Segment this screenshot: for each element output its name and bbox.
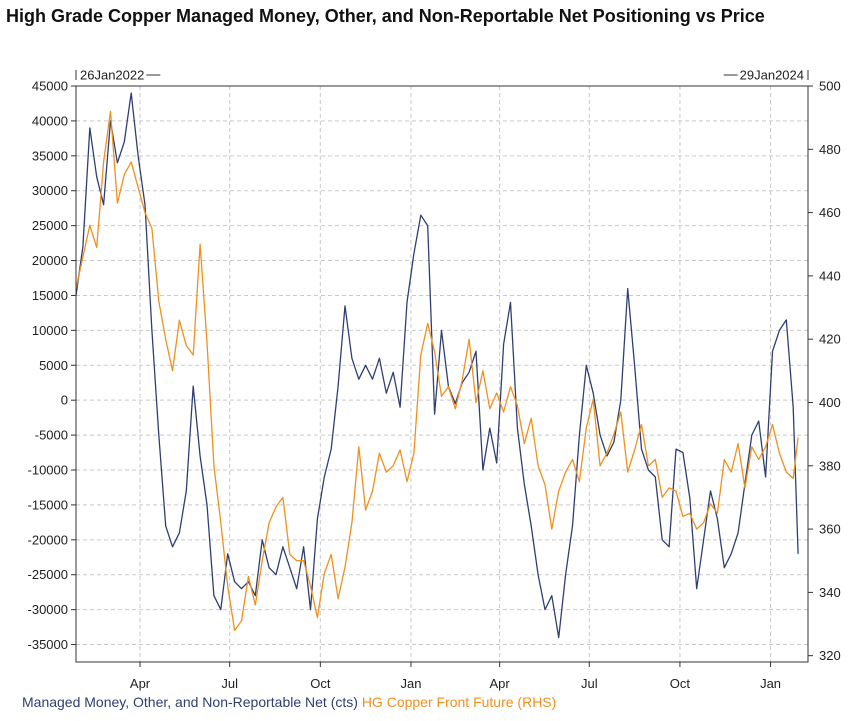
tick-label-left: 40000 xyxy=(32,113,68,128)
tick-label-right: 320 xyxy=(819,648,841,663)
tick-label-left: -15000 xyxy=(28,497,68,512)
tick-label-left: 25000 xyxy=(32,218,68,233)
end-date-label: 29Jan2024 xyxy=(740,68,804,83)
tick-label-left: 10000 xyxy=(32,323,68,338)
tick-label-left: -25000 xyxy=(28,567,68,582)
tick-label-right: 440 xyxy=(819,268,841,283)
tick-label-left: -35000 xyxy=(28,637,68,652)
tick-label-left: 20000 xyxy=(32,253,68,268)
tick-label-bottom: Jul xyxy=(581,676,598,691)
tick-label-right: 500 xyxy=(819,79,841,94)
tick-label-bottom: Jul xyxy=(221,676,238,691)
tick-label-left: 5000 xyxy=(39,358,68,373)
axes: 45000 40000 35000 30000 25000 20000 15000 10000… xyxy=(28,68,841,692)
tick-label-left: 35000 xyxy=(32,148,68,163)
tick-label-bottom: Oct xyxy=(670,676,691,691)
tick-label-left: -20000 xyxy=(28,532,68,547)
tick-label-left: 30000 xyxy=(32,183,68,198)
tick-label-right: 480 xyxy=(819,142,841,157)
plot-frame xyxy=(75,85,809,663)
tick-label-right: 460 xyxy=(819,205,841,220)
chart-title: High Grade Copper Managed Money, Other, … xyxy=(6,6,765,26)
legend-series-price: HG Copper Front Future (RHS) xyxy=(361,694,557,710)
tick-label-bottom: Apr xyxy=(130,676,151,691)
tick-label-left: 15000 xyxy=(32,288,68,303)
tick-label-left: -5000 xyxy=(35,428,68,443)
start-date-label: 26Jan2022 xyxy=(80,68,144,83)
tick-label-left: 0 xyxy=(61,393,68,408)
tick-label-left: -30000 xyxy=(28,602,68,617)
tick-label-bottom: Oct xyxy=(310,676,331,691)
tick-label-left: 45000 xyxy=(32,79,68,94)
series-lines xyxy=(75,92,799,639)
tick-label-bottom: Jan xyxy=(760,676,781,691)
series-line-price xyxy=(75,110,799,632)
tick-label-bottom: Apr xyxy=(490,676,511,691)
tick-label-right: 380 xyxy=(819,458,841,473)
tick-label-bottom: Jan xyxy=(400,676,421,691)
tick-label-right: 340 xyxy=(819,585,841,600)
tick-label-right: 420 xyxy=(819,332,841,347)
tick-label-left: -10000 xyxy=(28,463,68,478)
legend: Managed Money, Other, and Non-Reportable… xyxy=(22,694,556,710)
tick-label-right: 400 xyxy=(819,395,841,410)
tick-label-right: 360 xyxy=(819,522,841,537)
legend-series-net: Managed Money, Other, and Non-Reportable… xyxy=(22,694,358,710)
